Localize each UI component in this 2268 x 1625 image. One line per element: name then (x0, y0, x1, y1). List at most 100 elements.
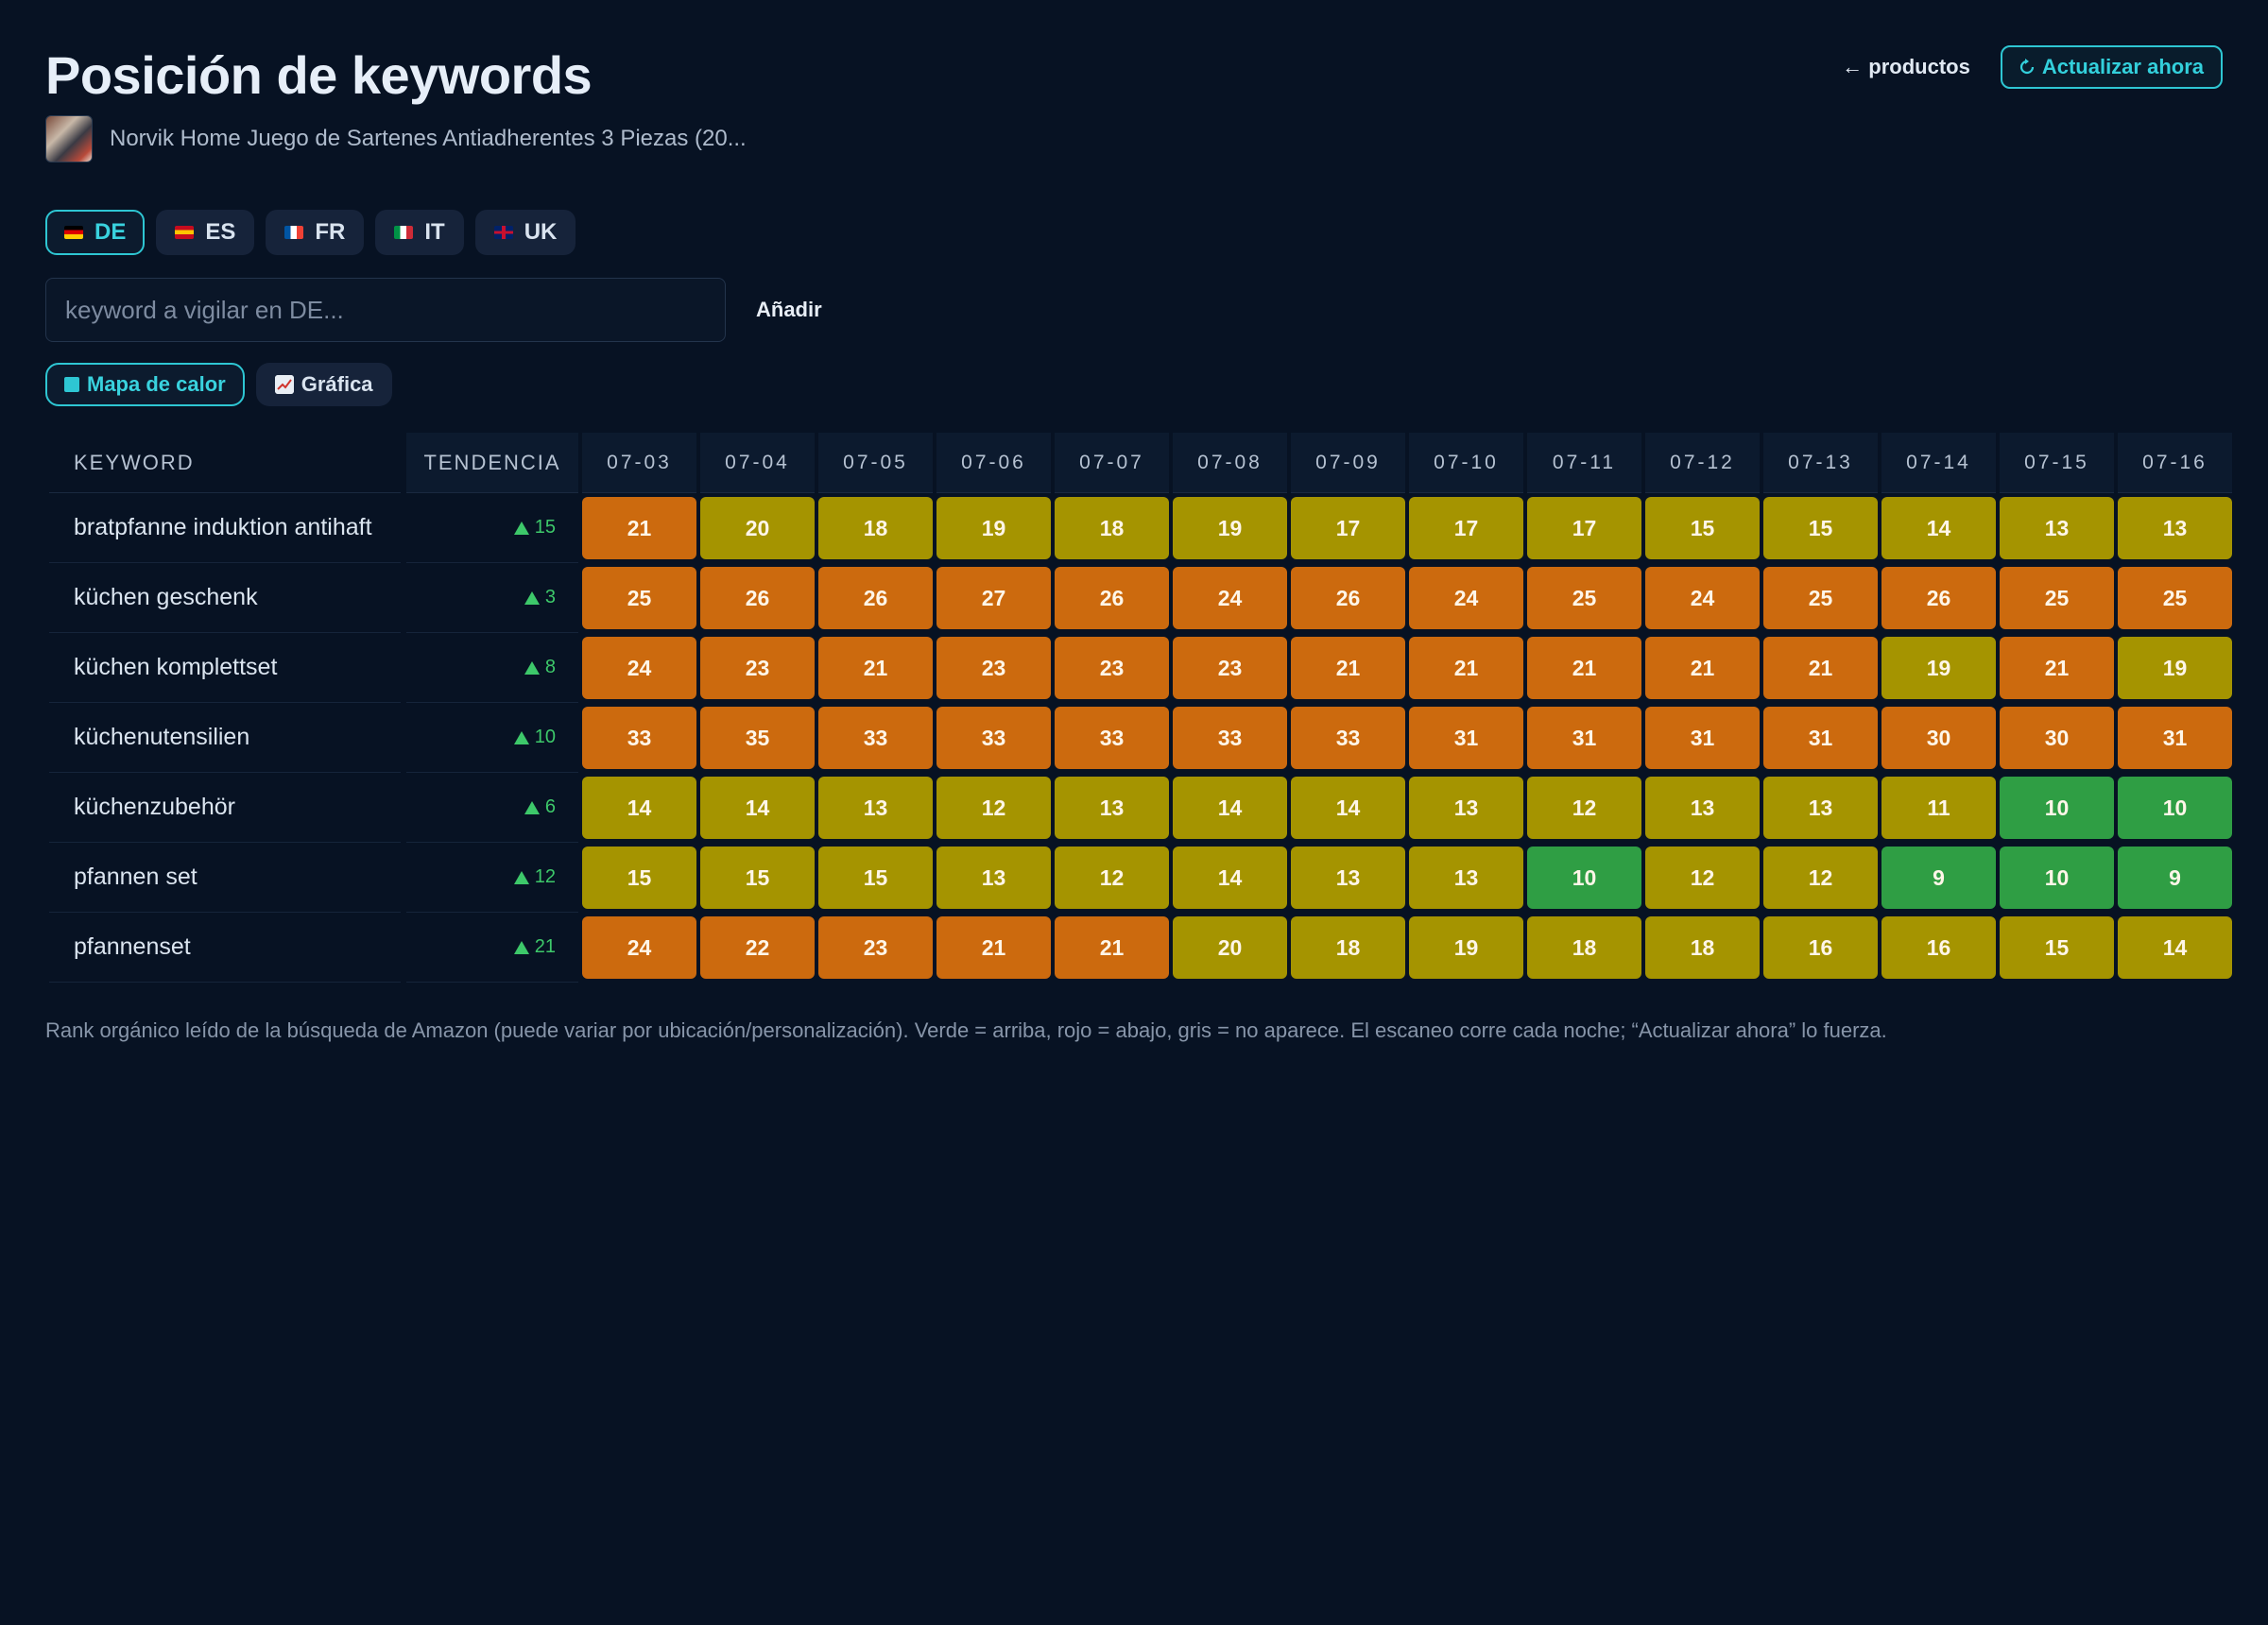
rank-cell[interactable]: 26 (1881, 567, 1996, 629)
rank-cell[interactable]: 18 (1055, 497, 1169, 559)
rank-cell[interactable]: 23 (1173, 637, 1287, 699)
rank-cell[interactable]: 14 (1173, 777, 1287, 839)
rank-cell[interactable]: 15 (818, 847, 933, 909)
rank-cell[interactable]: 31 (1409, 707, 1523, 769)
rank-cell[interactable]: 26 (818, 567, 933, 629)
rank-cell[interactable]: 33 (1291, 707, 1405, 769)
rank-cell[interactable]: 30 (1881, 707, 1996, 769)
rank-cell[interactable]: 26 (1291, 567, 1405, 629)
rank-cell[interactable]: 17 (1409, 497, 1523, 559)
rank-cell[interactable]: 14 (1881, 497, 1996, 559)
rank-cell[interactable]: 13 (1409, 777, 1523, 839)
rank-cell[interactable]: 21 (1055, 916, 1169, 979)
rank-cell[interactable]: 23 (936, 637, 1051, 699)
rank-cell[interactable]: 19 (1881, 637, 1996, 699)
rank-cell[interactable]: 10 (2000, 847, 2114, 909)
rank-cell[interactable]: 10 (1527, 847, 1641, 909)
keyword-input[interactable] (45, 278, 726, 342)
rank-cell[interactable]: 13 (1409, 847, 1523, 909)
rank-cell[interactable]: 26 (1055, 567, 1169, 629)
rank-cell[interactable]: 12 (1055, 847, 1169, 909)
rank-cell[interactable]: 33 (1055, 707, 1169, 769)
rank-cell[interactable]: 25 (1527, 567, 1641, 629)
rank-cell[interactable]: 14 (1291, 777, 1405, 839)
rank-cell[interactable]: 13 (2000, 497, 2114, 559)
rank-cell[interactable]: 12 (1527, 777, 1641, 839)
tab-market-fr[interactable]: FR (266, 210, 365, 255)
rank-cell[interactable]: 33 (818, 707, 933, 769)
rank-cell[interactable]: 18 (1645, 916, 1760, 979)
rank-cell[interactable]: 13 (2118, 497, 2232, 559)
rank-cell[interactable]: 17 (1527, 497, 1641, 559)
rank-cell[interactable]: 9 (1881, 847, 1996, 909)
rank-cell[interactable]: 16 (1763, 916, 1878, 979)
rank-cell[interactable]: 14 (582, 777, 696, 839)
rank-cell[interactable]: 15 (582, 847, 696, 909)
rank-cell[interactable]: 31 (1527, 707, 1641, 769)
rank-cell[interactable]: 13 (1763, 777, 1878, 839)
rank-cell[interactable]: 21 (1409, 637, 1523, 699)
rank-cell[interactable]: 15 (2000, 916, 2114, 979)
rank-cell[interactable]: 18 (1527, 916, 1641, 979)
rank-cell[interactable]: 12 (936, 777, 1051, 839)
rank-cell[interactable]: 21 (582, 497, 696, 559)
rank-cell[interactable]: 11 (1881, 777, 1996, 839)
rank-cell[interactable]: 25 (582, 567, 696, 629)
rank-cell[interactable]: 21 (2000, 637, 2114, 699)
add-keyword-button[interactable]: Añadir (756, 298, 822, 321)
rank-cell[interactable]: 19 (1173, 497, 1287, 559)
rank-cell[interactable]: 10 (2118, 777, 2232, 839)
rank-cell[interactable]: 27 (936, 567, 1051, 629)
rank-cell[interactable]: 24 (582, 637, 696, 699)
rank-cell[interactable]: 14 (1173, 847, 1287, 909)
rank-cell[interactable]: 20 (700, 497, 815, 559)
rank-cell[interactable]: 19 (2118, 637, 2232, 699)
rank-cell[interactable]: 18 (818, 497, 933, 559)
rank-cell[interactable]: 14 (700, 777, 815, 839)
rank-cell[interactable]: 33 (936, 707, 1051, 769)
rank-cell[interactable]: 25 (1763, 567, 1878, 629)
rank-cell[interactable]: 12 (1763, 847, 1878, 909)
rank-cell[interactable]: 24 (1645, 567, 1760, 629)
rank-cell[interactable]: 31 (1763, 707, 1878, 769)
rank-cell[interactable]: 13 (1291, 847, 1405, 909)
rank-cell[interactable]: 12 (1645, 847, 1760, 909)
rank-cell[interactable]: 21 (1645, 637, 1760, 699)
rank-cell[interactable]: 13 (818, 777, 933, 839)
rank-cell[interactable]: 24 (1173, 567, 1287, 629)
rank-cell[interactable]: 26 (700, 567, 815, 629)
rank-cell[interactable]: 23 (1055, 637, 1169, 699)
rank-cell[interactable]: 21 (818, 637, 933, 699)
rank-cell[interactable]: 15 (1763, 497, 1878, 559)
rank-cell[interactable]: 21 (1763, 637, 1878, 699)
rank-cell[interactable]: 23 (700, 637, 815, 699)
rank-cell[interactable]: 16 (1881, 916, 1996, 979)
refresh-now-button[interactable]: Actualizar ahora (2000, 45, 2223, 89)
rank-cell[interactable]: 25 (2000, 567, 2114, 629)
rank-cell[interactable]: 30 (2000, 707, 2114, 769)
rank-cell[interactable]: 13 (936, 847, 1051, 909)
tab-market-it[interactable]: IT (375, 210, 464, 255)
rank-cell[interactable]: 24 (1409, 567, 1523, 629)
rank-cell[interactable]: 24 (582, 916, 696, 979)
rank-cell[interactable]: 13 (1055, 777, 1169, 839)
tab-heatmap[interactable]: Mapa de calor (45, 363, 245, 406)
rank-cell[interactable]: 17 (1291, 497, 1405, 559)
rank-cell[interactable]: 25 (2118, 567, 2232, 629)
rank-cell[interactable]: 31 (2118, 707, 2232, 769)
rank-cell[interactable]: 13 (1645, 777, 1760, 839)
back-to-products-link[interactable]: ← productos (1842, 55, 1970, 79)
rank-cell[interactable]: 9 (2118, 847, 2232, 909)
tab-market-uk[interactable]: UK (474, 210, 576, 255)
rank-cell[interactable]: 23 (818, 916, 933, 979)
rank-cell[interactable]: 10 (2000, 777, 2114, 839)
tab-market-de[interactable]: DE (45, 210, 146, 255)
tab-market-es[interactable]: ES (156, 210, 255, 255)
rank-cell[interactable]: 31 (1645, 707, 1760, 769)
rank-cell[interactable]: 18 (1291, 916, 1405, 979)
rank-cell[interactable]: 33 (1173, 707, 1287, 769)
rank-cell[interactable]: 21 (936, 916, 1051, 979)
rank-cell[interactable]: 21 (1291, 637, 1405, 699)
rank-cell[interactable]: 33 (582, 707, 696, 769)
rank-cell[interactable]: 35 (700, 707, 815, 769)
